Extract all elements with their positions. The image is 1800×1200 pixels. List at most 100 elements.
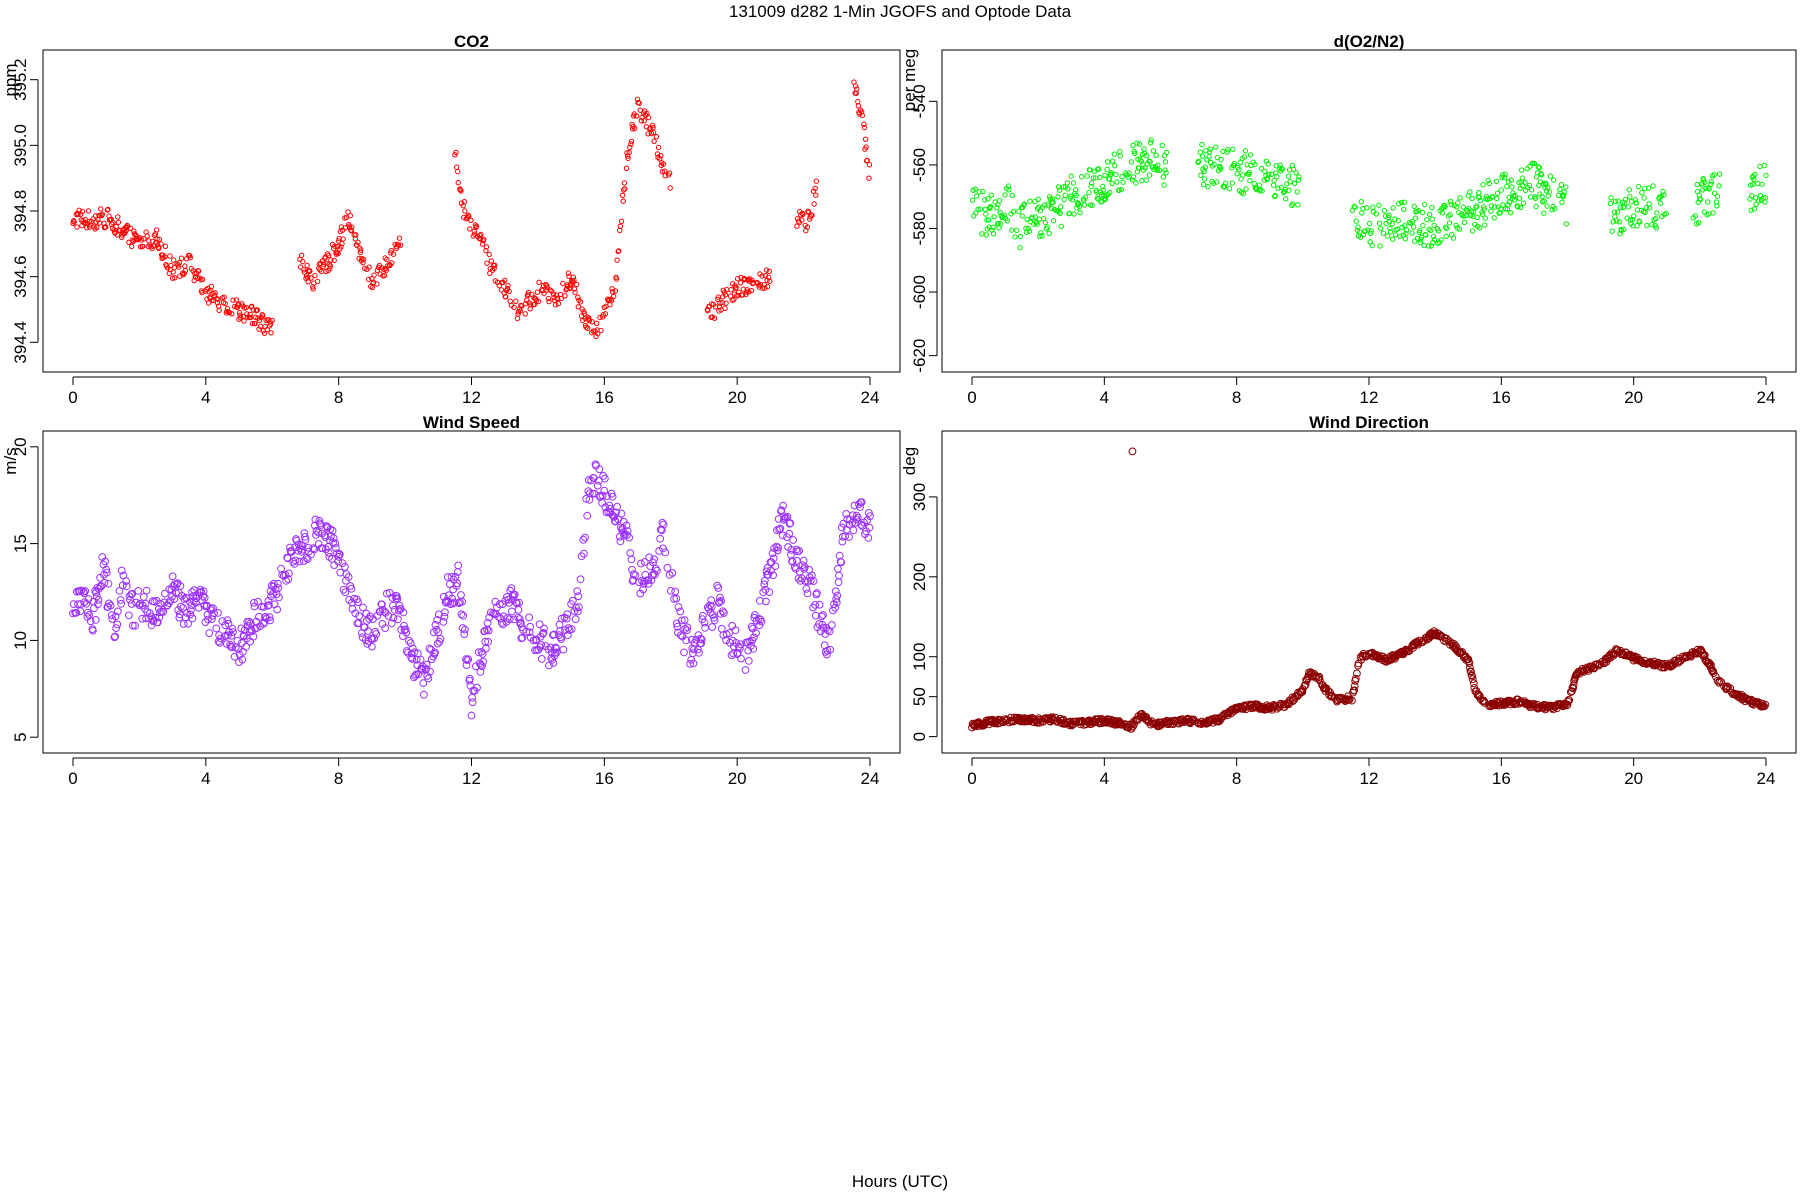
wind-speed-data-point: [850, 501, 859, 510]
o2n2-data-point: [1268, 171, 1275, 178]
wind-speed-data-point: [617, 509, 626, 518]
co2-data-point: [623, 165, 630, 172]
o2n2-data-point: [1748, 207, 1754, 214]
o2n2-data-point: [1352, 204, 1358, 210]
o2n2-data-point: [1560, 192, 1567, 198]
co2-data-point: [866, 175, 872, 181]
co2-data-point: [199, 276, 206, 283]
co2-data-point: [461, 214, 467, 221]
co2-data-point: [545, 295, 552, 302]
wind-speed-data-point: [214, 609, 222, 617]
co2-data-point: [799, 217, 805, 223]
wind-speed-data-point: [537, 655, 546, 663]
o2n2-data-point: [1622, 200, 1628, 206]
wind-speed-data-point: [653, 566, 661, 575]
wind-speed-data-point: [238, 655, 247, 664]
wind-speed-x-tick-label: 4: [201, 769, 210, 788]
o2n2-data-point: [1376, 220, 1383, 226]
wind-speed-data-point: [786, 519, 795, 527]
wind-speed-data-point: [105, 599, 113, 608]
wind-speed-data-point: [285, 569, 293, 578]
o2n2-data-point: [1552, 206, 1558, 212]
wind-speed-data-point: [234, 645, 243, 654]
wind-speed-data-point: [586, 489, 594, 498]
co2-data-point: [209, 297, 215, 304]
co2-data-point: [74, 224, 80, 230]
wind-speed-data-point: [616, 537, 625, 546]
o2n2-data-point: [1202, 176, 1208, 182]
wind-speed-data-point: [384, 612, 393, 620]
wind-direction-y-axis-label: deg: [900, 447, 919, 475]
o2n2-data-point: [1358, 199, 1365, 205]
wind-speed-data-point: [813, 589, 821, 597]
wind-speed-data-point: [734, 642, 743, 651]
wind-speed-data-point: [767, 566, 775, 575]
wind-speed-data-point: [834, 578, 843, 587]
o2n2-data-point: [1563, 221, 1570, 227]
o2n2-data-point: [1753, 201, 1759, 208]
co2-data-point: [230, 297, 236, 303]
co2-data-point: [90, 216, 96, 222]
o2n2-data-point: [1524, 166, 1530, 172]
wind-speed-data-point: [696, 634, 705, 643]
o2n2-data-point: [980, 188, 986, 195]
o2n2-data-point: [1367, 239, 1373, 245]
o2n2-data-point: [1455, 200, 1461, 206]
co2-data-point: [365, 276, 372, 283]
o2n2-data-point: [1143, 177, 1149, 183]
wind-speed-data-point: [413, 649, 422, 658]
wind-speed-data-point: [390, 605, 399, 614]
o2n2-data-point: [1002, 192, 1008, 198]
o2n2-data-point: [983, 232, 989, 238]
wind-speed-data-point: [283, 554, 292, 563]
o2n2-data-point: [1287, 179, 1293, 185]
o2n2-data-point: [1702, 179, 1708, 186]
wind-speed-data-point: [866, 512, 874, 521]
co2-data-point: [326, 252, 332, 259]
wind-direction-data-point: [1760, 702, 1769, 711]
co2-data-point: [366, 264, 372, 270]
co2-data-point: [297, 264, 304, 270]
wind-speed-data-point: [744, 657, 753, 665]
o2n2-data-point: [1757, 192, 1764, 199]
co2-data-point: [360, 259, 366, 266]
co2-data-point: [320, 263, 326, 270]
co2-data-point: [766, 268, 772, 274]
wind-speed-data-point: [764, 570, 773, 579]
o2n2-data-point: [1750, 181, 1756, 188]
o2n2-data-point: [1494, 195, 1500, 202]
o2n2-y-axis-label: per meg: [900, 49, 919, 111]
o2n2-data-point: [1278, 184, 1285, 191]
o2n2-data-point: [998, 221, 1004, 227]
wind-speed-data-point: [122, 577, 130, 585]
o2n2-data-point: [1422, 201, 1428, 208]
wind-speed-data-point: [773, 546, 782, 555]
o2n2-data-point: [1291, 180, 1298, 187]
wind-speed-data-point: [612, 508, 620, 517]
o2n2-data-point: [1027, 198, 1033, 204]
wind-speed-data-point: [507, 584, 516, 593]
wind-speed-data-point: [237, 639, 246, 647]
wind-direction-data-point: [1350, 682, 1359, 690]
co2-data-point: [71, 219, 77, 225]
wind-speed-data-point: [190, 586, 199, 594]
wind-speed-data-point: [328, 526, 337, 535]
co2-data-point: [581, 308, 587, 315]
o2n2-data-point: [1094, 195, 1100, 201]
o2n2-data-point: [1453, 222, 1459, 229]
wind-speed-data-point: [760, 580, 769, 589]
co2-data-point: [666, 170, 673, 176]
co2-data-point: [260, 313, 266, 319]
wind-speed-data-point: [525, 628, 534, 637]
o2n2-data-point: [1620, 204, 1626, 211]
o2n2-data-point: [1504, 183, 1510, 190]
co2-data-point: [155, 242, 161, 248]
wind-speed-data-point: [311, 521, 319, 530]
wind-speed-data-point: [574, 592, 583, 601]
o2n2-data-point: [1646, 201, 1652, 207]
wind-direction-data-point: [1761, 700, 1770, 709]
o2n2-data-point: [1526, 182, 1533, 189]
wind-speed-data-point: [260, 603, 268, 611]
o2n2-data-point: [1710, 210, 1716, 216]
o2n2-data-point: [1468, 208, 1475, 214]
